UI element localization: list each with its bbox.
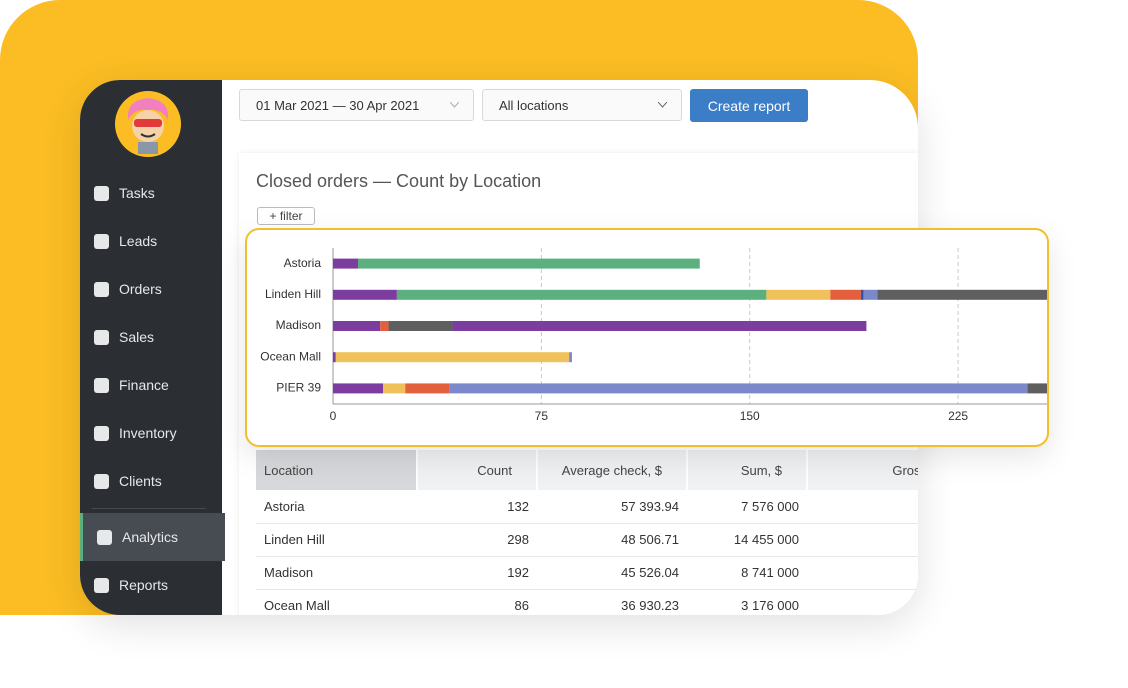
bar-segment [863,289,878,300]
nav-icon [94,329,109,345]
nav-item[interactable]: Analytics [80,513,225,561]
y-tick-label: Linden Hill [265,287,321,301]
table-cell: 57 393.94 [621,499,679,514]
bar-segment [333,289,397,300]
nav-item[interactable]: Reports [80,561,222,609]
bar-segment [830,289,861,300]
table-cell: Ocean Mall [264,598,330,613]
date-select[interactable]: 01 Mar 2021 — 30 Apr 2021 [239,89,474,121]
create-report-button[interactable]: Create report [690,89,808,122]
bar-segment [333,383,384,394]
column-header[interactable]: Location [256,450,417,490]
nav-label: Inventory [119,425,177,441]
card-title: Closed orders — Count by Location [256,171,542,191]
nav-item[interactable]: Orders [80,265,222,313]
table-cell: 36 930.23 [621,598,679,613]
y-tick-label: PIER 39 [276,381,321,395]
nav-item[interactable]: Clients [80,457,222,505]
avatar[interactable] [114,90,182,158]
nav-label: Analytics [122,529,179,545]
nav-item[interactable]: Finance [80,361,222,409]
nav-label: Orders [119,281,162,297]
table-cell: 48 506.71 [621,532,679,547]
nav-item[interactable]: Leads [80,217,222,265]
table-cell: 14 455 000 [733,532,799,547]
row-divider [256,523,918,524]
bar-segment [405,383,450,394]
bar-segment [333,321,381,331]
bar-segment [877,289,1047,300]
bar-segment [860,289,864,300]
nav-label: Finance [119,377,169,393]
x-tick-label: 0 [330,409,337,423]
sidebar: Tasks Leads Orders Sales Finance Inventory Cli… [80,80,225,615]
row-divider [256,556,918,557]
table-cell: Linden Hill [264,532,325,547]
chart-panel: 0 75 150 225 Astoria Linden Hill Madison Ocean … [245,228,1049,447]
nav-icon [94,473,109,489]
column-header[interactable]: Count [418,450,537,490]
x-tick-label: 225 [948,409,968,423]
nav-icon [94,185,109,201]
nav-label: Leads [119,233,158,249]
nav-label: Clients [119,473,162,489]
nav-label: Sales [119,329,155,345]
y-tick-label: Astoria [284,256,322,270]
nav-label: Reports [119,577,169,593]
table-cell: Madison [264,565,314,580]
bar-segment [333,352,336,363]
table-cell: Astoria [264,499,305,514]
bar-segment [358,258,700,269]
date-range: 01 Mar 2021 — 30 Apr 2021 [256,97,420,113]
table-cell: 192 [507,565,529,580]
column-header[interactable]: Sum, $ [688,450,807,490]
bar-segment [449,383,1028,394]
bar-segment [333,258,359,269]
bar-segment [335,352,570,363]
bar-segment [452,321,867,331]
y-tick-label: Ocean Mall [260,349,321,363]
row-divider [256,589,918,590]
separator [92,508,206,509]
table-cell: 8 741 000 [741,565,799,580]
bar-segment [383,383,406,394]
bar-segment [1027,383,1047,394]
table-cell: 45 526.04 [621,565,679,580]
column-header[interactable]: Gross [808,450,918,490]
bar-segment [766,289,831,300]
table-cell: 7 576 000 [741,499,799,514]
table-cell: 3 176 000 [741,598,799,613]
nav-item[interactable]: Tasks [80,169,222,217]
bar-segment [569,352,572,363]
x-tick-label: 75 [535,409,549,423]
bar-segment [380,321,389,331]
nav-icon [94,281,109,297]
y-tick-label: Madison [276,318,321,332]
column-header[interactable]: Average check, $ [538,450,687,490]
nav-label: Tasks [119,185,155,201]
nav-item[interactable]: Sales [80,313,222,361]
location-select[interactable]: All locations [482,89,682,121]
nav-icon [94,233,109,249]
table-cell: 86 [514,598,529,613]
location: All locations [499,97,569,113]
nav-icon [97,529,112,545]
filter-button[interactable]: + filter [257,207,315,225]
table-cell: 298 [507,532,529,547]
nav-icon [94,577,109,593]
table-cell: 132 [507,499,529,514]
bar-segment [388,321,453,331]
bar-segment [396,289,767,300]
x-tick-label: 150 [740,409,760,423]
chart: 0 75 150 225 Astoria Linden Hill Madison Ocean … [260,248,1047,423]
bars [333,258,1047,394]
nav-icon [94,425,109,441]
nav-item[interactable]: Inventory [80,409,222,457]
nav-icon [94,377,109,393]
